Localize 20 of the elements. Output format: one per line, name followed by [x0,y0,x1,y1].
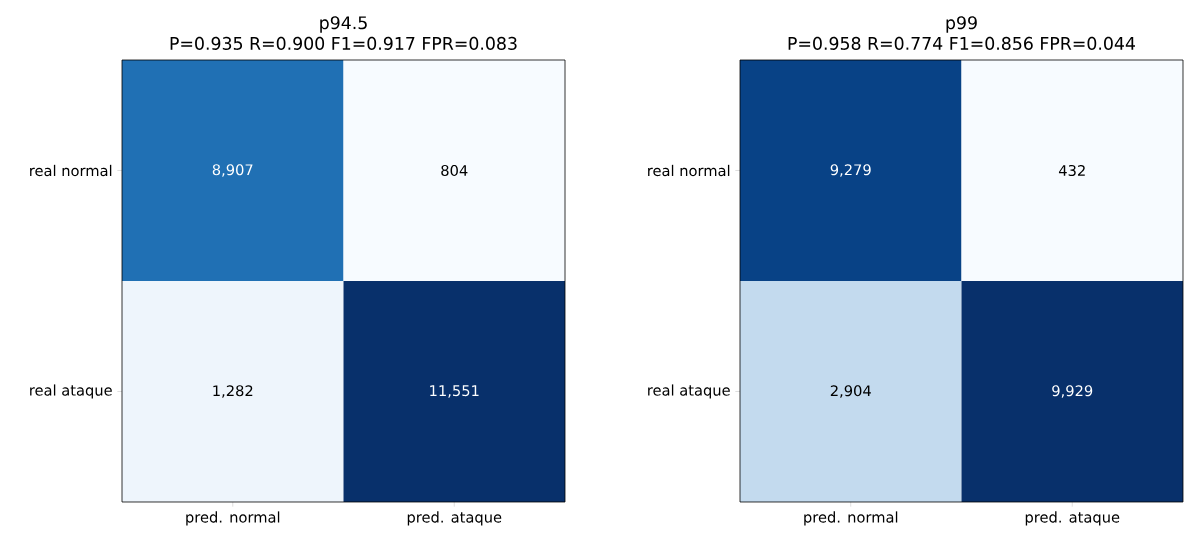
data-label: 8,907 [212,164,253,177]
chart-title: p99 [946,16,977,33]
data-label: 9,279 [830,164,871,177]
chart-title: p94.5 [320,16,367,33]
data-label: 1,282 [213,385,253,398]
data-label: 9,929 [1052,385,1093,398]
data-label: 432 [1058,164,1085,177]
y-tick-label: real ataque [648,384,730,399]
chart-subtitle: P=0.935 R=0.900 F1=0.917 FPR=0.083 [170,36,517,50]
y-tick-label: real ataque [30,384,112,399]
data-label: 2,904 [830,385,871,398]
x-tick-label: pred. normal [186,511,280,526]
x-tick-label: pred. ataque [407,511,502,526]
data-label: 804 [441,164,468,177]
data-label: 11,551 [430,385,479,398]
chart-subtitle: P=0.958 R=0.774 F1=0.856 FPR=0.044 [788,36,1135,50]
x-tick-label: pred. normal [804,511,898,526]
y-tick-label: real normal [648,164,730,177]
y-tick-label: real normal [30,164,112,177]
x-tick-label: pred. ataque [1025,511,1120,526]
